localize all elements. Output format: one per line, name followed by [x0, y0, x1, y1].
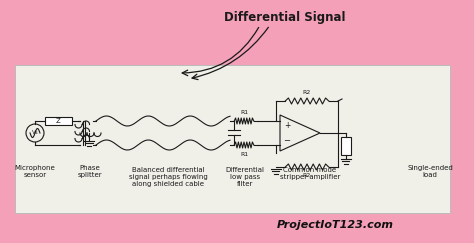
Text: Microphone
sensor: Microphone sensor — [15, 165, 55, 178]
Text: R2: R2 — [303, 173, 311, 178]
Text: +: + — [284, 121, 290, 130]
Text: R2: R2 — [303, 90, 311, 95]
Text: Differential
low pass
filter: Differential low pass filter — [226, 167, 264, 187]
Text: ProjectIoT123.com: ProjectIoT123.com — [276, 220, 393, 230]
Text: Vs: Vs — [32, 130, 38, 134]
Text: Single-ended
load: Single-ended load — [407, 165, 453, 178]
Text: Common mode
stripper amplifier: Common mode stripper amplifier — [280, 167, 340, 180]
Text: Balanced differential
signal perhaps flowing
along shielded cable: Balanced differential signal perhaps flo… — [128, 167, 207, 187]
Text: −: − — [283, 136, 291, 145]
Text: Phase
splitter: Phase splitter — [78, 165, 102, 178]
FancyBboxPatch shape — [15, 65, 450, 213]
Text: Differential Signal: Differential Signal — [224, 11, 346, 25]
Text: R1: R1 — [240, 110, 248, 115]
FancyBboxPatch shape — [45, 117, 72, 125]
Text: R1: R1 — [240, 152, 248, 157]
Text: Z: Z — [56, 118, 61, 124]
FancyBboxPatch shape — [341, 137, 351, 155]
